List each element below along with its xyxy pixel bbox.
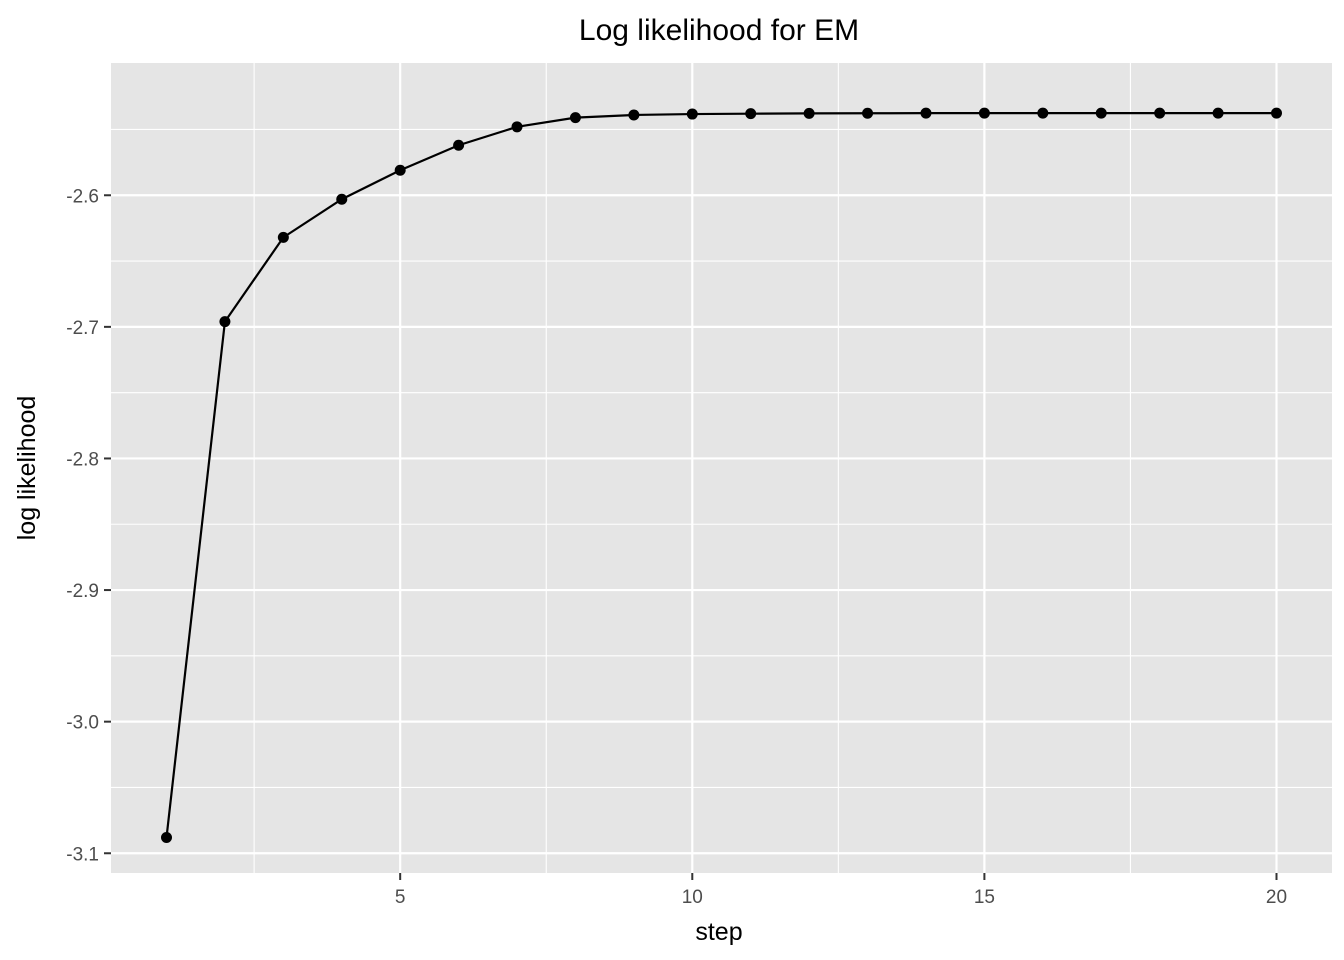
data-point — [978, 107, 990, 119]
data-point — [277, 231, 289, 243]
data-point — [219, 316, 231, 328]
x-tick-label: 10 — [682, 887, 703, 908]
y-tick-label: -3.1 — [66, 844, 99, 865]
y-axis: -3.1 -3.0 -2.9 -2.8 -2.7 -2.6 — [66, 186, 111, 865]
data-point — [686, 108, 698, 120]
y-tick-label: -3.0 — [66, 713, 99, 734]
data-point — [745, 108, 757, 120]
series-layer — [161, 107, 1282, 843]
y-tick-label: -2.8 — [66, 449, 99, 470]
major-gridlines — [111, 63, 1332, 873]
data-point — [1271, 107, 1282, 119]
data-point — [569, 112, 581, 124]
data-point — [161, 831, 172, 843]
x-tick-label: 15 — [974, 887, 995, 908]
data-point — [920, 107, 932, 119]
y-tick-label: -2.6 — [66, 186, 99, 207]
chart-title: Log likelihood for EM — [579, 14, 859, 47]
data-point — [511, 121, 523, 133]
data-point — [453, 139, 465, 151]
series-line — [165, 112, 1277, 838]
data-point — [862, 107, 874, 119]
data-point — [1154, 107, 1166, 119]
x-axis-title: step — [695, 918, 742, 946]
data-point — [1095, 107, 1107, 119]
plot-panel — [111, 63, 1332, 873]
x-tick-label: 20 — [1266, 887, 1287, 908]
data-point — [1037, 107, 1049, 119]
minor-gridlines — [111, 63, 1332, 873]
y-axis-title: log likelihood — [13, 396, 41, 541]
data-point — [803, 107, 815, 119]
data-point — [628, 109, 640, 121]
y-tick-label: -2.9 — [66, 581, 99, 602]
data-point — [336, 193, 348, 205]
data-point — [394, 164, 406, 176]
x-axis: 5 10 15 20 — [395, 873, 1287, 908]
data-point — [1212, 107, 1224, 119]
y-tick-label: -2.7 — [66, 318, 99, 339]
x-tick-label: 5 — [395, 887, 406, 908]
